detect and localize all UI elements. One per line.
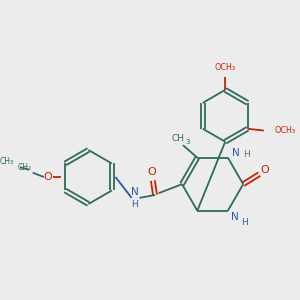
Text: N: N: [130, 188, 138, 197]
Text: CH₃: CH₃: [0, 157, 14, 166]
Text: H: H: [241, 218, 248, 227]
Text: H: H: [131, 200, 138, 209]
Text: OCH₃: OCH₃: [274, 126, 296, 135]
Text: 3: 3: [185, 139, 190, 145]
Text: N: N: [232, 148, 240, 158]
Text: N: N: [230, 212, 238, 222]
Text: CH₂: CH₂: [18, 164, 32, 172]
Text: O: O: [260, 165, 269, 175]
Text: OCH₃: OCH₃: [215, 63, 236, 72]
Text: O: O: [147, 167, 156, 177]
Text: CH: CH: [171, 134, 184, 143]
Text: O: O: [44, 172, 52, 182]
Text: H: H: [243, 150, 250, 159]
